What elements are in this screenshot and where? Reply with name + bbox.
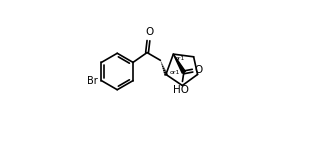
Text: or1: or1 [174, 55, 185, 60]
Text: O: O [146, 27, 154, 37]
Polygon shape [173, 54, 185, 73]
Text: or1: or1 [169, 70, 180, 75]
Text: O: O [194, 65, 202, 75]
Text: HO: HO [173, 85, 189, 95]
Text: Br: Br [87, 76, 98, 86]
